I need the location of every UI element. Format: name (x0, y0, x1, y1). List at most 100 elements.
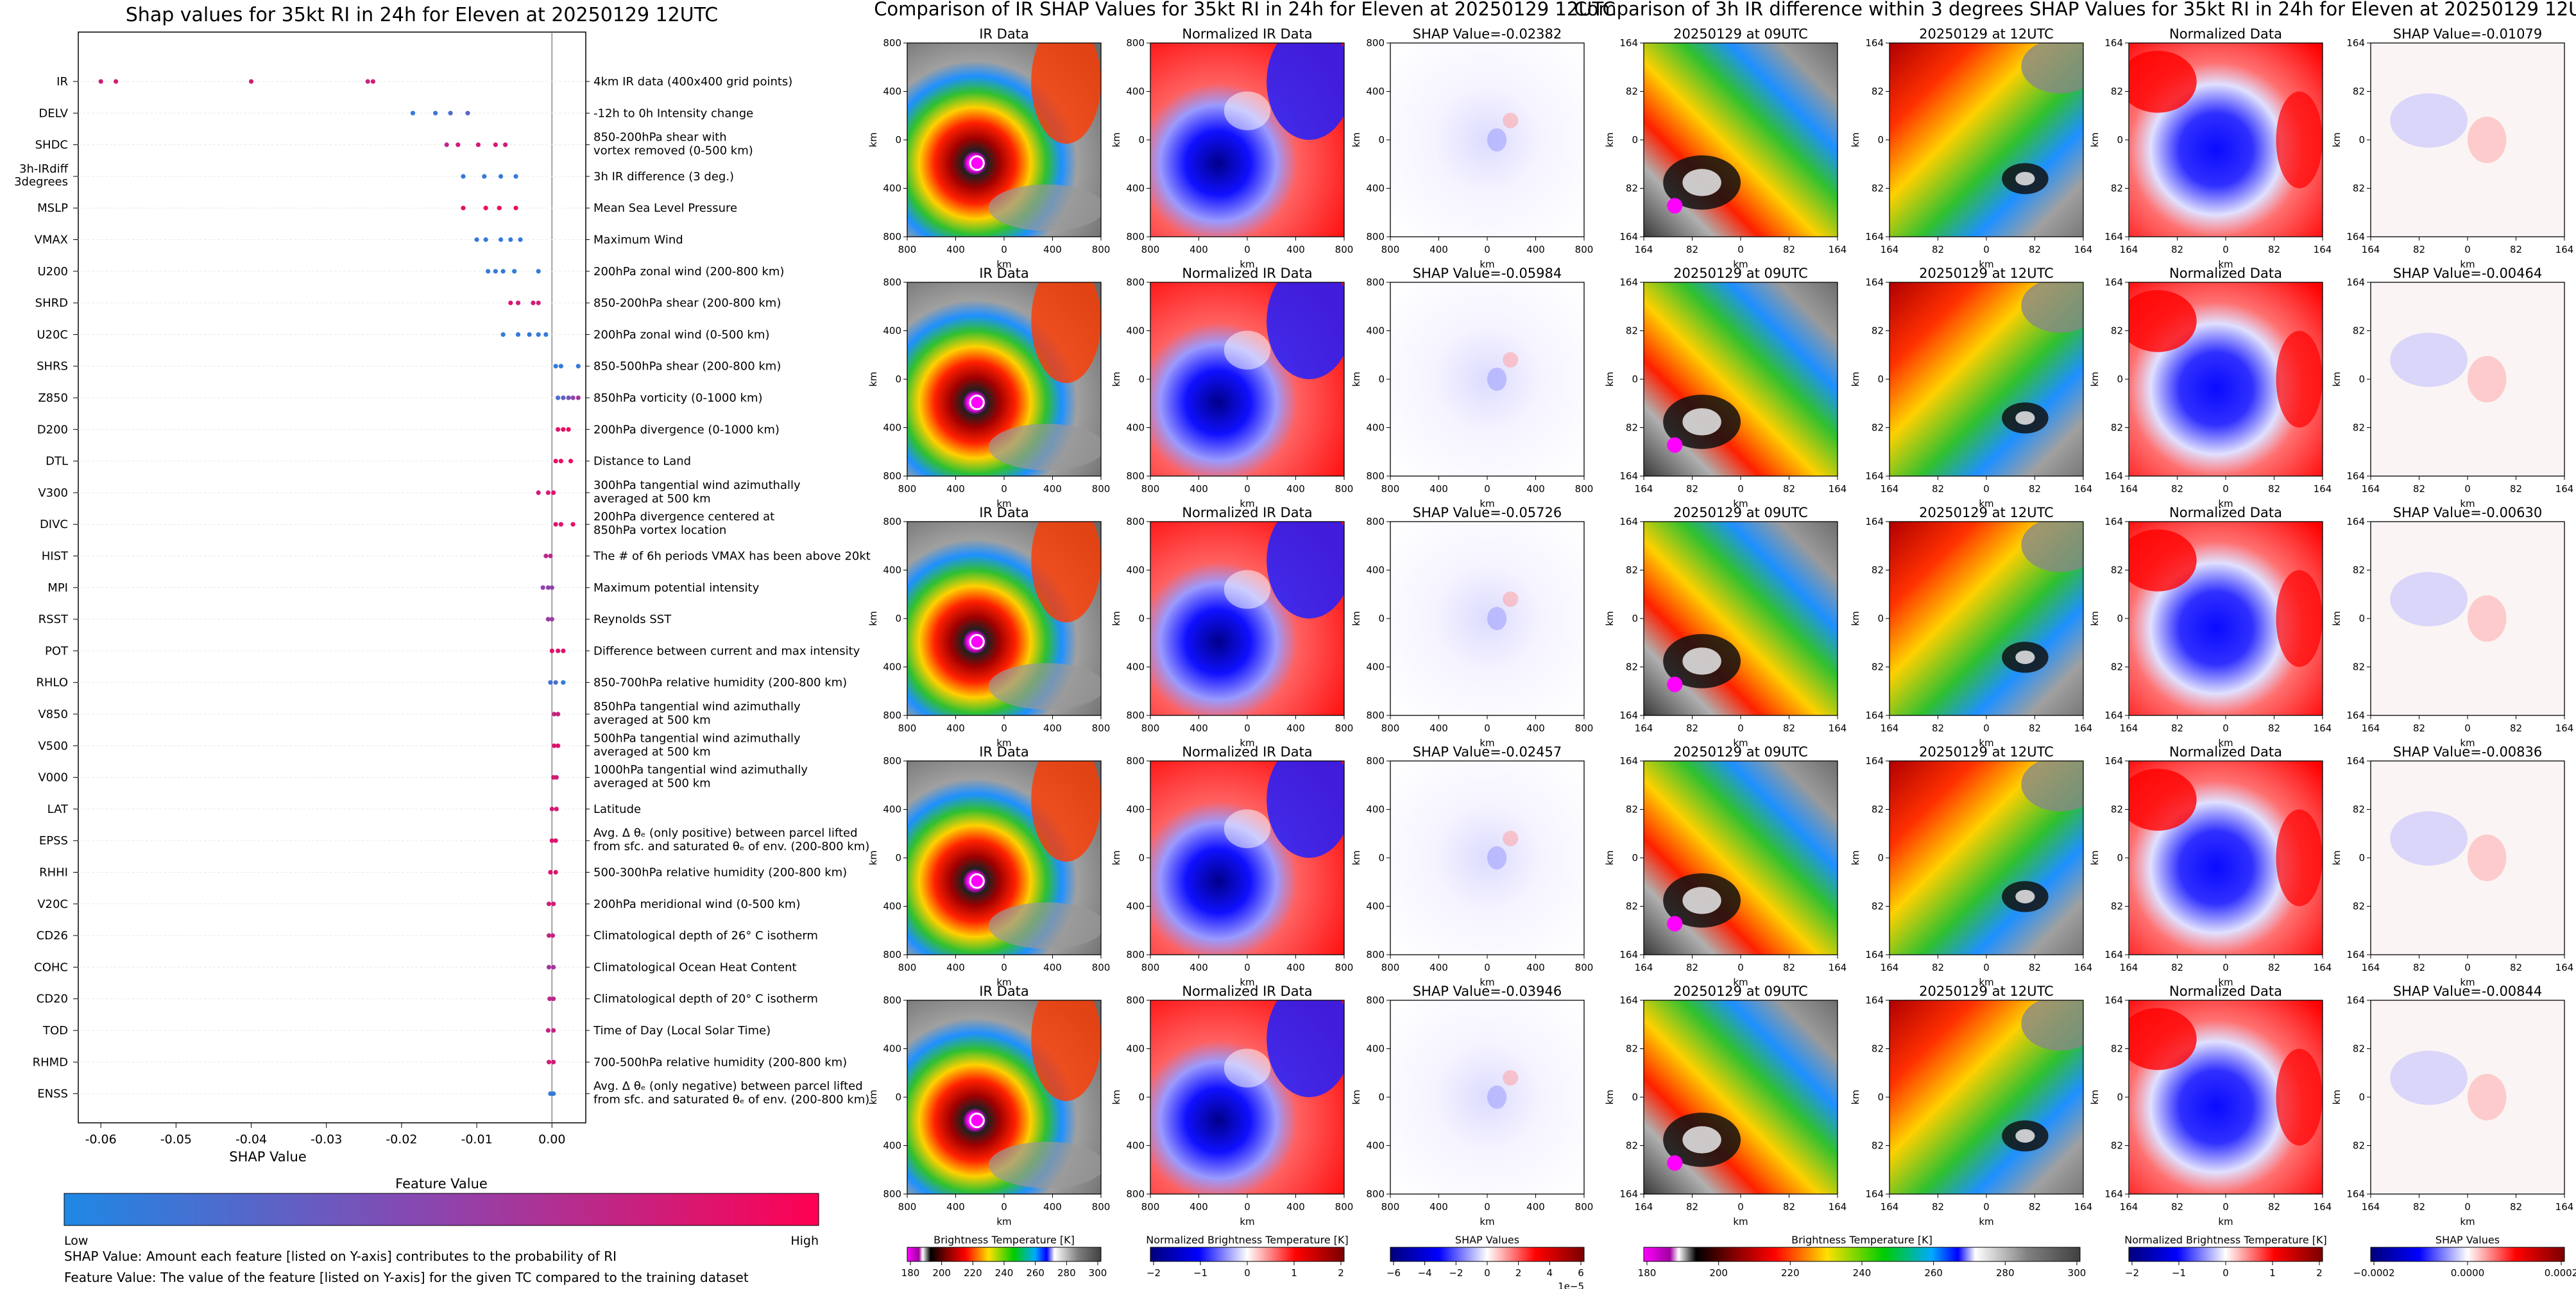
panel-y-tick-label: 0 (895, 613, 901, 624)
panel-y-tick-label: 800 (1126, 994, 1145, 1006)
shap-point (570, 522, 576, 527)
panel-y-tick-label: 164 (1619, 1188, 1638, 1200)
panel-y-tick-label: 400 (1126, 86, 1145, 98)
panel-y-tick-label: 164 (2346, 516, 2365, 527)
panel-x-axis-label: km (1480, 1216, 1494, 1227)
panel-x-tick-label: 0 (1244, 962, 1250, 973)
panel-y-tick-label: 164 (1619, 277, 1638, 288)
panel-x-tick-label: 82 (2029, 1201, 2041, 1213)
panel-x-tick-label: 164 (2074, 1201, 2093, 1213)
panel-y-tick-label: 82 (2353, 1043, 2365, 1055)
panel-x-tick-label: 82 (2029, 962, 2041, 973)
cloud-feature (2276, 1048, 2323, 1146)
panel-x-tick-label: 82 (2510, 962, 2522, 973)
feature-description-line: 200hPa zonal wind (0-500 km) (593, 328, 770, 341)
panel-x-tick-label: 400 (1526, 483, 1545, 495)
panel-y-axis-label: km (1111, 611, 1122, 626)
panel-x-tick-label: 82 (1932, 1201, 1944, 1213)
panel-y-tick-label: 800 (883, 516, 901, 527)
panel-y-tick-label: 82 (2353, 86, 2365, 98)
panel-x-tick-label: 400 (1043, 962, 1062, 973)
shap-point (508, 300, 513, 305)
shap-point (536, 332, 541, 337)
feature-description: Mean Sea Level Pressure (593, 201, 737, 215)
panel-y-tick-label: 800 (1126, 470, 1145, 482)
shap-point (248, 79, 254, 84)
panel-y-tick-label: 400 (883, 565, 901, 576)
panel-y-tick-label: 164 (1619, 710, 1638, 721)
shap-point (503, 142, 508, 148)
cloud-feature (1682, 1126, 1721, 1154)
panel-y-tick-label: 82 (1626, 804, 1638, 815)
panel-x-tick-label: 0 (1737, 722, 1744, 734)
panel-y-tick-label: 164 (2104, 470, 2123, 482)
cloud-feature (2276, 809, 2323, 907)
panel-x-tick-label: 164 (1881, 962, 1899, 973)
panel-x-tick-label: 800 (898, 244, 917, 255)
panel-y-axis-label: km (1351, 611, 1362, 626)
x-tick-label: -0.05 (160, 1132, 192, 1147)
shap-point (546, 933, 552, 938)
feature-description-line: averaged at 500 km (593, 713, 711, 727)
shap-point (513, 174, 518, 179)
colorbar-tick-label: 2 (1338, 1267, 1344, 1279)
panel-x-tick-label: 164 (1881, 1201, 1899, 1213)
feature-label-line: V20C (37, 898, 68, 911)
panel-image (1390, 282, 1584, 476)
panel-y-tick-label: 164 (2346, 949, 2365, 960)
panel-y-tick-label: 0 (1138, 1091, 1145, 1103)
feature-label: 3h-IRdiff 3degrees (14, 162, 69, 189)
cloud-feature (1487, 606, 1507, 631)
panel-image (2371, 1000, 2564, 1194)
panel-y-tick-label: 800 (1366, 755, 1385, 767)
panel-y-tick-label: 800 (1366, 516, 1385, 527)
feature-description-line: 850hPa vortex location (593, 524, 726, 537)
panel-x-tick-label: 0 (2222, 1201, 2229, 1213)
panel-x-axis-label: km (1240, 259, 1254, 270)
feature-description: Climatological Ocean Heat Content (593, 960, 797, 974)
cloud-feature (2015, 889, 2035, 903)
panel-x-tick-label: 82 (2029, 722, 2041, 734)
feature-description-line: -12h to 0h Intensity change (593, 107, 753, 120)
shap-point (568, 459, 574, 464)
panel-image (1390, 43, 1584, 237)
shap-point (553, 838, 558, 843)
feature-label-line: CD26 (37, 929, 68, 943)
feature-label: POT (45, 644, 69, 658)
panel-y-tick-label: 82 (2111, 183, 2123, 194)
panel-x-tick-label: 0 (1001, 962, 1007, 973)
panel-x-tick-label: 0 (2222, 962, 2229, 973)
panel-y-tick-label: 164 (1865, 994, 1884, 1006)
panel-y-axis-label: km (1351, 850, 1362, 865)
cloud-feature (988, 902, 1101, 949)
panel-x-tick-label: 0 (1001, 722, 1007, 734)
panel-y-tick-label: 400 (1366, 804, 1385, 815)
panel-x-axis-label: km (996, 977, 1011, 988)
panel-y-axis-label: km (2331, 371, 2342, 386)
panel-image (907, 282, 1101, 476)
panel-y-tick-label: 0 (1632, 613, 1638, 624)
shap-point (561, 395, 566, 400)
shap-point (552, 743, 557, 748)
panel-x-tick-label: 800 (1575, 722, 1594, 734)
feature-label-line: DIVC (40, 518, 68, 531)
panel-y-tick-label: 800 (1126, 710, 1145, 721)
panel-image (1644, 43, 1838, 237)
panel-x-axis-label: km (2218, 737, 2233, 749)
feature-label: RHMD (33, 1055, 68, 1069)
panel-y-axis-label: km (1351, 1089, 1362, 1104)
panel-x-tick-label: 164 (1635, 483, 1653, 495)
cloud-feature (2129, 769, 2197, 831)
cloud-feature (2129, 529, 2197, 592)
panel-x-tick-label: 800 (1335, 483, 1354, 495)
panel-x-tick-label: 164 (2362, 244, 2380, 255)
feature-label: V500 (38, 739, 68, 753)
panel-title: Normalized Data (2169, 26, 2282, 42)
panel-x-tick-label: 0 (1737, 962, 1744, 973)
feature-label: MPI (47, 581, 68, 595)
shap-point (553, 364, 558, 369)
panel-y-tick-label: 0 (895, 134, 901, 146)
panel-x-axis-label: km (1480, 498, 1494, 509)
panel-y-tick-label: 82 (2353, 325, 2365, 337)
feature-label-line: TOD (42, 1024, 68, 1037)
